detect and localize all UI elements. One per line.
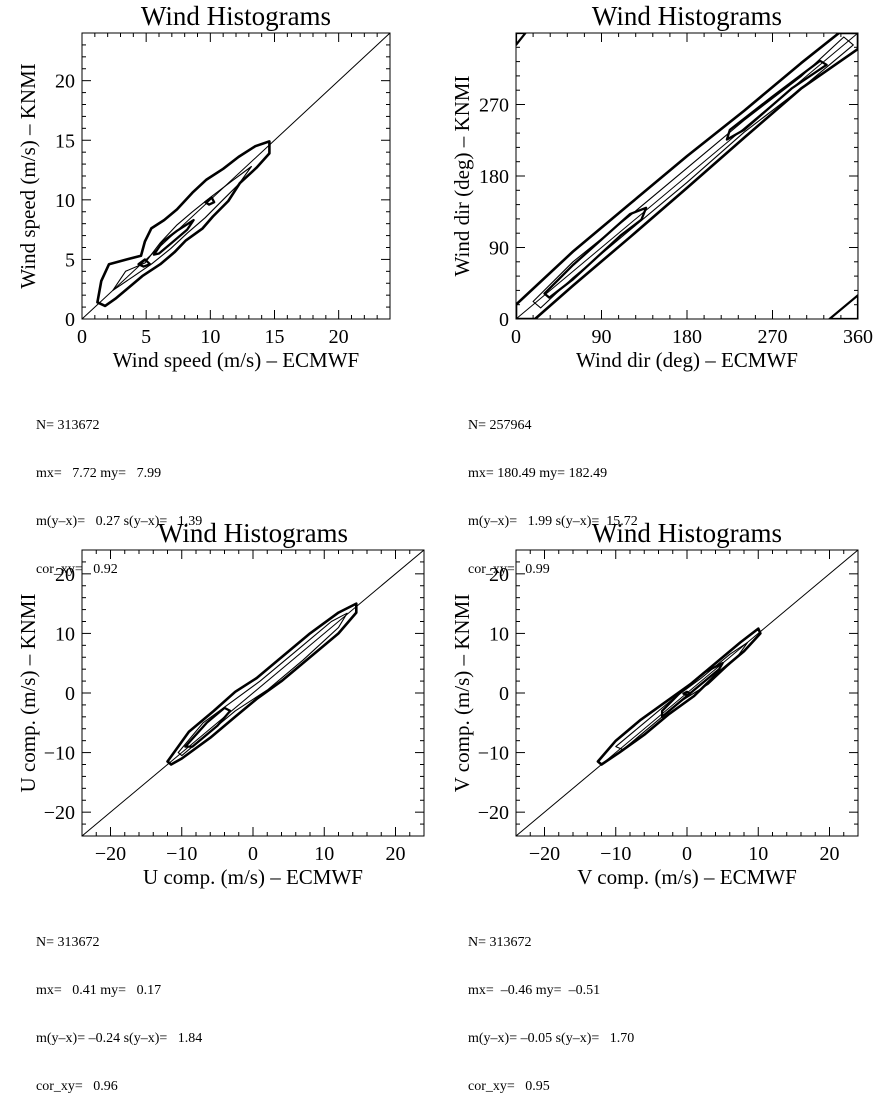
y-tick-label: −10 xyxy=(478,743,509,765)
contour-core xyxy=(543,206,648,299)
y-tick-label: 5 xyxy=(65,249,75,271)
contour-group xyxy=(516,33,858,319)
y-tick-label: 10 xyxy=(489,623,509,645)
x-tick-label: 0 xyxy=(682,843,692,865)
stats-block-u: N= 313672 mx= 0.41 my= 0.17 m(y–x)= –0.2… xyxy=(36,903,202,1111)
chart-panel-1: 0 5 10 15 20 0 5 10 15 20 Wind Histograms Wind spee… xyxy=(16,1,391,372)
contour-core xyxy=(184,706,232,748)
y-tick-label: −20 xyxy=(44,802,75,824)
x-tick-label: 90 xyxy=(592,326,612,348)
stats-line: cor_xy= 0.96 xyxy=(36,1079,118,1094)
stats-block-direction: N= 257964 mx= 180.49 my= 182.49 m(y–x)= … xyxy=(468,386,638,594)
chart-title: Wind Histograms xyxy=(141,1,331,31)
stats-line: N= 313672 xyxy=(468,935,532,950)
diagonal-line xyxy=(81,549,425,837)
contour-peak xyxy=(204,196,216,206)
y-tick-label: 180 xyxy=(479,166,509,188)
chart-panel-2: 0 90 180 270 360 0 90 180 270 Wind Histograms Wind… xyxy=(450,1,873,372)
y-tick-label: 0 xyxy=(499,309,509,331)
x-tick-label: 20 xyxy=(329,326,349,348)
stats-line: N= 257964 xyxy=(468,418,532,433)
diagonal-line xyxy=(515,32,859,320)
x-tick-label: 180 xyxy=(672,326,702,348)
stats-line: cor_xy= 0.95 xyxy=(468,1079,550,1094)
y-tick-label: 0 xyxy=(499,683,509,705)
contour-outer xyxy=(516,33,858,319)
y-tick-label: 270 xyxy=(479,95,509,117)
stats-line: mx= 7.72 my= 7.99 xyxy=(36,466,162,481)
y-tick-label: 20 xyxy=(55,564,75,586)
stats-line: N= 313672 xyxy=(36,935,100,950)
x-axis-label: Wind dir (deg) – ECMWF xyxy=(576,348,798,372)
contour-core xyxy=(660,662,724,718)
contour-mid xyxy=(112,165,252,291)
stats-block-speed: N= 313672 mx= 7.72 my= 7.99 m(y–x)= 0.27… xyxy=(36,386,202,594)
contour-group xyxy=(96,140,271,308)
contour-outer xyxy=(596,627,762,766)
contour-core xyxy=(725,59,828,141)
y-axis-label: V comp. (m/s) – KNMI xyxy=(450,594,474,793)
chart-title: Wind Histograms xyxy=(158,518,348,548)
x-tick-label: 5 xyxy=(141,326,151,348)
y-tick-label: 10 xyxy=(55,190,75,212)
contour-group xyxy=(596,627,762,766)
contour-peak xyxy=(682,690,692,697)
chart-canvas: 0 5 10 15 20 0 5 10 15 20 Wind Histograms Wind spee… xyxy=(16,1,873,889)
stats-line: cor_xy= 0.99 xyxy=(468,562,550,577)
y-axis-label: U comp. (m/s) – KNMI xyxy=(16,594,40,793)
contour-mid xyxy=(615,641,749,751)
contour-corner xyxy=(516,33,527,47)
contour-corner xyxy=(828,294,858,319)
y-tick-label: −10 xyxy=(44,743,75,765)
stats-line: mx= 180.49 my= 182.49 xyxy=(468,466,608,481)
x-tick-label: 0 xyxy=(248,843,258,865)
x-tick-label: −10 xyxy=(166,843,197,865)
x-tick-label: 10 xyxy=(314,843,334,865)
contour-peak xyxy=(137,258,152,268)
stats-line: mx= –0.46 my= –0.51 xyxy=(468,983,601,998)
x-tick-label: −20 xyxy=(529,843,560,865)
chart-title: Wind Histograms xyxy=(592,1,782,31)
y-tick-label: 15 xyxy=(55,130,75,152)
contour-outer xyxy=(166,602,358,766)
stats-line: N= 313672 xyxy=(36,418,100,433)
x-tick-label: −20 xyxy=(95,843,126,865)
contour-core xyxy=(152,218,195,256)
chart-panel-4: −20 −10 0 10 20 −20 −10 0 10 20 Wind Histograms V c… xyxy=(450,518,859,889)
x-tick-label: 360 xyxy=(843,326,873,348)
y-tick-label: −20 xyxy=(478,802,509,824)
stats-line: mx= 0.41 my= 0.17 xyxy=(36,983,162,998)
x-tick-label: 0 xyxy=(511,326,521,348)
x-tick-label: 10 xyxy=(200,326,220,348)
stats-line: m(y–x)= –0.05 s(y–x)= 1.70 xyxy=(468,1031,635,1046)
x-tick-label: 270 xyxy=(758,326,788,348)
x-axis-label: Wind speed (m/s) – ECMWF xyxy=(113,348,359,372)
y-axis-label: Wind dir (deg) – KNMI xyxy=(450,76,474,277)
y-tick-label: 20 xyxy=(55,71,75,93)
y-tick-label: 0 xyxy=(65,309,75,331)
y-tick-label: 90 xyxy=(489,238,509,260)
stats-line: m(y–x)= –0.24 s(y–x)= 1.84 xyxy=(36,1031,203,1046)
diagonal-line xyxy=(81,32,391,320)
x-tick-label: 0 xyxy=(77,326,87,348)
y-tick-label: 0 xyxy=(65,683,75,705)
x-tick-label: 20 xyxy=(386,843,406,865)
x-tick-label: 20 xyxy=(820,843,840,865)
stats-line: m(y–x)= 1.99 s(y–x)= 15.72 xyxy=(468,514,638,529)
x-axis-label: V comp. (m/s) – ECMWF xyxy=(577,865,797,889)
x-tick-label: −10 xyxy=(600,843,631,865)
stats-block-v: N= 313672 mx= –0.46 my= –0.51 m(y–x)= –0… xyxy=(468,903,634,1111)
x-tick-label: 10 xyxy=(748,843,768,865)
stats-line: cor_xy= 0.92 xyxy=(36,562,118,577)
contour-group xyxy=(166,602,358,766)
y-tick-label: 10 xyxy=(55,623,75,645)
x-tick-label: 15 xyxy=(265,326,285,348)
chart-panel-3: −20 −10 0 10 20 −20 −10 0 10 20 Wind Histograms U c… xyxy=(16,518,425,889)
stats-line: m(y–x)= 0.27 s(y–x)= 1.39 xyxy=(36,514,203,529)
y-axis-label: Wind speed (m/s) – KNMI xyxy=(16,63,40,288)
x-axis-label: U comp. (m/s) – ECMWF xyxy=(143,865,363,889)
y-tick-label: 20 xyxy=(489,564,509,586)
chart-title: Wind Histograms xyxy=(592,518,782,548)
contour-outer xyxy=(96,140,271,308)
